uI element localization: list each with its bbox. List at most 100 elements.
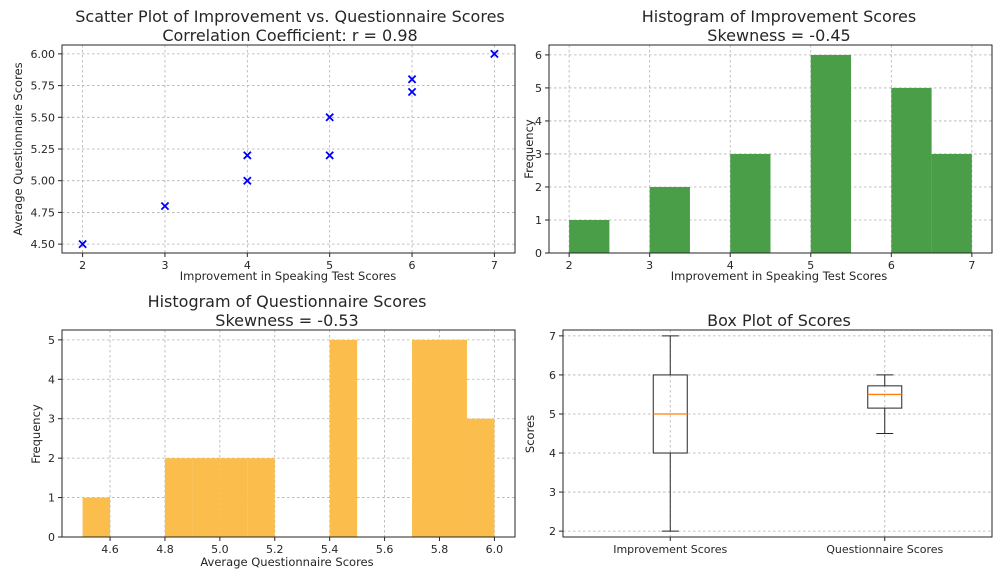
scatter-ytick-label: 5.00 bbox=[31, 175, 56, 188]
questionnaire-hist-xlabel: Average Questionnaire Scores bbox=[200, 555, 373, 569]
questionnaire-hist-xtick-label: 5.6 bbox=[376, 543, 394, 556]
boxplot-ytick-label: 5 bbox=[549, 408, 556, 421]
improvement-hist-title: Histogram of Improvement Scores bbox=[642, 7, 916, 26]
questionnaire-hist-xtick-label: 4.8 bbox=[156, 543, 174, 556]
improvement-hist-ytick-label: 4 bbox=[535, 115, 542, 128]
improvement-hist-bar bbox=[891, 87, 932, 254]
improvement-hist-ytick-label: 3 bbox=[535, 148, 542, 161]
scatter-ytick-label: 6.00 bbox=[31, 48, 56, 61]
scatter-xtick-label: 2 bbox=[79, 259, 86, 272]
boxplot-title: Box Plot of Scores bbox=[707, 311, 851, 330]
scatter-xtick-label: 6 bbox=[409, 259, 416, 272]
improvement-hist-xtick-label: 4 bbox=[727, 259, 734, 272]
improvement-hist-ytick-label: 0 bbox=[535, 247, 542, 260]
boxplot-box bbox=[652, 335, 688, 532]
scatter-ytick-label: 4.75 bbox=[31, 206, 56, 219]
questionnaire-hist-ytick-label: 1 bbox=[48, 492, 55, 505]
questionnaire-hist-bar bbox=[329, 339, 358, 537]
questionnaire-hist-ytick-label: 5 bbox=[48, 334, 55, 347]
scatter-xtick-label: 7 bbox=[491, 259, 498, 272]
scatter-point bbox=[160, 201, 170, 211]
scatter-point-stroke bbox=[407, 87, 417, 97]
questionnaire-hist-subtitle: Skewness = -0.53 bbox=[215, 311, 358, 330]
scatter-xtick-label: 3 bbox=[161, 259, 168, 272]
scatter-point bbox=[407, 75, 417, 84]
questionnaire-hist-bar bbox=[439, 339, 467, 537]
improvement-hist-xlabel: Improvement in Speaking Test Scores bbox=[671, 269, 887, 283]
questionnaire-hist-title: Histogram of Questionnaire Scores bbox=[148, 292, 427, 311]
scatter-point-stroke bbox=[78, 239, 87, 249]
questionnaire-hist-bar bbox=[412, 339, 440, 537]
improvement-hist-bar bbox=[569, 219, 610, 253]
scatter-point bbox=[490, 49, 499, 59]
scatter-title: Scatter Plot of Improvement vs. Question… bbox=[75, 7, 505, 26]
scatter-point-stroke bbox=[243, 151, 252, 160]
improvement-hist-bar bbox=[931, 153, 972, 253]
boxplot-ytick-label: 2 bbox=[549, 525, 556, 538]
boxplot-ytick-label: 7 bbox=[549, 330, 556, 343]
questionnaire-hist-xtick-label: 5.0 bbox=[211, 543, 229, 556]
scatter-point bbox=[325, 151, 334, 160]
boxplot-iqr-box bbox=[867, 385, 903, 409]
boxplot-box bbox=[867, 374, 903, 434]
scatter-point bbox=[243, 176, 252, 185]
questionnaire-hist-bar bbox=[164, 458, 193, 537]
improvement-hist-subtitle: Skewness = -0.45 bbox=[707, 26, 850, 45]
boxplot-xtick-label: Questionnaire Scores bbox=[826, 543, 943, 556]
questionnaire-hist-xtick-label: 6.0 bbox=[486, 543, 504, 556]
scatter-point bbox=[407, 87, 417, 97]
scatter-ylabel: Average Questionnaire Scores bbox=[11, 62, 25, 235]
questionnaire-hist-ytick-label: 4 bbox=[48, 373, 55, 386]
questionnaire-hist-bar bbox=[247, 458, 275, 537]
questionnaire-hist-xtick-label: 4.6 bbox=[101, 543, 119, 556]
boxplot-ylabel: Scores bbox=[523, 415, 537, 453]
scatter-subtitle: Correlation Coefficient: r = 0.98 bbox=[162, 26, 417, 45]
scatter-point-stroke bbox=[490, 49, 499, 59]
boxplot-ytick-label: 4 bbox=[549, 447, 556, 460]
boxplot-axes-frame bbox=[562, 329, 993, 538]
improvement-hist-xtick-label: 6 bbox=[888, 259, 895, 272]
improvement-hist-xtick-label: 7 bbox=[968, 259, 975, 272]
boxplot-ytick-label: 3 bbox=[549, 486, 556, 499]
improvement-histogram-panel: Histogram of Improvement Scores Skewness… bbox=[522, 7, 993, 283]
improvement-hist-bar bbox=[810, 54, 852, 254]
scatter-point-stroke bbox=[160, 201, 170, 211]
scatter-point bbox=[243, 151, 252, 160]
scatter-xtick-label: 4 bbox=[244, 259, 251, 272]
questionnaire-hist-axes-frame bbox=[61, 329, 516, 538]
improvement-hist-xtick-label: 3 bbox=[646, 259, 653, 272]
improvement-hist-axes-frame bbox=[548, 44, 993, 254]
questionnaire-hist-xtick-label: 5.2 bbox=[266, 543, 284, 556]
improvement-hist-bar bbox=[730, 153, 771, 253]
questionnaire-hist-bar bbox=[219, 458, 248, 537]
boxplot-xtick-label: Improvement Scores bbox=[613, 543, 727, 556]
questionnaire-hist-ylabel: Frequency bbox=[29, 404, 43, 464]
questionnaire-hist-ytick-label: 0 bbox=[48, 531, 55, 544]
questionnaire-hist-ytick-label: 3 bbox=[48, 413, 55, 426]
scatter-xlabel: Improvement in Speaking Test Scores bbox=[180, 269, 396, 283]
questionnaire-hist-bar bbox=[192, 458, 220, 537]
scatter-point-stroke bbox=[243, 176, 252, 185]
scatter-panel: Scatter Plot of Improvement vs. Question… bbox=[11, 7, 516, 283]
scatter-xtick-label: 5 bbox=[326, 259, 333, 272]
questionnaire-hist-xtick-label: 5.8 bbox=[431, 543, 449, 556]
boxplot-panel: Box Plot of Scores Improvement Scores Que… bbox=[523, 311, 993, 556]
questionnaire-hist-bar bbox=[82, 497, 111, 537]
improvement-hist-ytick-label: 6 bbox=[535, 49, 542, 62]
questionnaire-hist-xtick-label: 5.4 bbox=[321, 543, 339, 556]
scatter-point-stroke bbox=[325, 113, 334, 122]
improvement-hist-xtick-label: 5 bbox=[807, 259, 814, 272]
boxplot-ytick-label: 6 bbox=[549, 369, 556, 382]
scatter-ytick-label: 5.75 bbox=[31, 80, 56, 93]
scatter-ytick-label: 5.25 bbox=[31, 143, 56, 156]
questionnaire-hist-ytick-label: 2 bbox=[48, 452, 55, 465]
improvement-hist-ytick-label: 1 bbox=[535, 214, 542, 227]
scatter-point bbox=[325, 113, 334, 122]
scatter-ytick-label: 5.50 bbox=[31, 111, 56, 124]
improvement-hist-ytick-label: 5 bbox=[535, 82, 542, 95]
improvement-hist-ytick-label: 2 bbox=[535, 181, 542, 194]
scatter-point-stroke bbox=[407, 75, 417, 84]
questionnaire-hist-bar bbox=[466, 418, 495, 537]
improvement-hist-bar bbox=[649, 186, 690, 253]
